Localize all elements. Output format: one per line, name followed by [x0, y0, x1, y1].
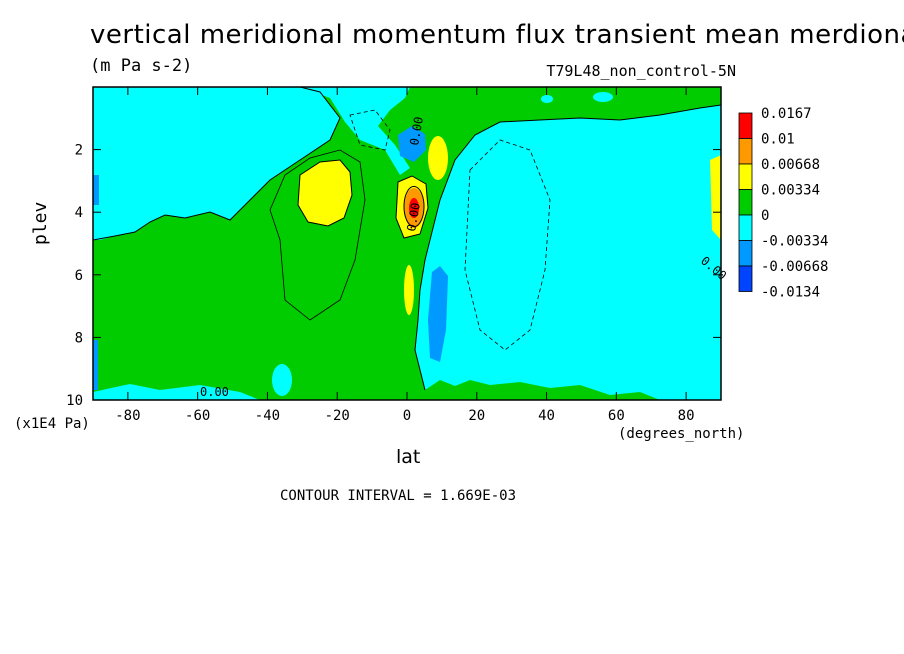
colorbar-swatch: [738, 163, 753, 190]
field-positive-core: [409, 198, 419, 218]
contour-line-dashed: [349, 109, 391, 151]
x-tick-label: -60: [185, 408, 210, 424]
contour-line: [414, 104, 721, 391]
y-axis-unit: (x1E4 Pa): [14, 416, 90, 432]
x-tick-label: 0: [403, 408, 411, 424]
contour-line: [93, 87, 341, 241]
field-negative-island: [541, 95, 553, 103]
x-tick-label: -20: [325, 408, 350, 424]
field-negative-strong: [398, 126, 426, 162]
field-negative-right: [415, 105, 721, 400]
x-tick-label: 80: [678, 408, 695, 424]
field-negative-bottom: [93, 384, 260, 400]
field-positive-equator: [428, 136, 448, 180]
contour-interval: CONTOUR INTERVAL = 1.669E-03: [280, 488, 517, 504]
x-tick-label: 20: [468, 408, 485, 424]
colorbar-swatch: [738, 240, 753, 267]
contour-line: [395, 175, 429, 239]
colorbar-swatch: [738, 138, 753, 165]
contour-line-dashed: [464, 139, 551, 351]
chart-title: vertical meridional momentum flux transi…: [90, 20, 904, 50]
field-negative-bottom: [272, 364, 292, 396]
y-axis: 2 4 6 8 10: [66, 143, 721, 409]
plot-field: [93, 87, 721, 400]
colorbar: 0.0167 0.01 0.00668 0.00334 0 -0.00334 -0.0066…: [738, 106, 828, 301]
colorbar-label: 0.00334: [761, 183, 820, 199]
field-negative-top-center: [300, 87, 410, 175]
colorbar-label: 0.0167: [761, 106, 812, 122]
field-negative-island: [593, 92, 613, 102]
x-axis: -80 -60 -40 -20 0 20 40 60 80: [115, 87, 695, 424]
field-positive-edge: [710, 155, 721, 240]
contour-label: 0.00: [200, 385, 229, 399]
chart-units: (m Pa s-2): [90, 56, 193, 76]
field-negative-edge: [93, 175, 99, 205]
field-negative-left: [93, 87, 340, 240]
y-tick-label: 6: [75, 268, 83, 284]
contour-label: 0.00: [407, 116, 426, 147]
y-tick-label: 2: [75, 143, 83, 159]
run-label: T79L48_non_control-5N: [546, 62, 736, 80]
colorbar-swatch: [738, 112, 753, 139]
colorbar-label: -0.00668: [761, 259, 828, 275]
field-negative-edge: [93, 340, 98, 390]
colorbar-label: 0.01: [761, 132, 795, 148]
x-tick-label: -80: [115, 408, 140, 424]
y-tick-label: 8: [75, 330, 83, 346]
colorbar-label: -0.00334: [761, 234, 828, 250]
contour-line: [269, 149, 366, 321]
colorbar-swatch: [738, 214, 753, 241]
field-positive-blob: [298, 160, 352, 226]
contour-label: 0.00: [404, 202, 423, 233]
contour-line: [297, 159, 353, 227]
x-axis-label: lat: [396, 446, 421, 468]
colorbar-label: 0: [761, 208, 769, 224]
x-axis-unit: (degrees_north): [618, 426, 745, 442]
y-tick-label: 4: [75, 205, 83, 221]
colorbar-swatch: [738, 265, 753, 292]
y-tick-label: 10: [66, 393, 83, 409]
contour-line: [403, 185, 425, 228]
field-positive-lower: [404, 265, 414, 315]
colorbar-label: 0.00668: [761, 157, 820, 173]
y-axis-label: plev: [30, 201, 51, 245]
contour-labels: 0.000.000.000.00: [200, 116, 729, 399]
x-tick-label: 60: [608, 408, 625, 424]
colorbar-label: -0.0134: [761, 285, 820, 301]
field-negative-strong: [428, 266, 448, 362]
x-tick-label: -40: [255, 408, 280, 424]
x-tick-label: 40: [538, 408, 555, 424]
colorbar-swatch: [738, 189, 753, 216]
